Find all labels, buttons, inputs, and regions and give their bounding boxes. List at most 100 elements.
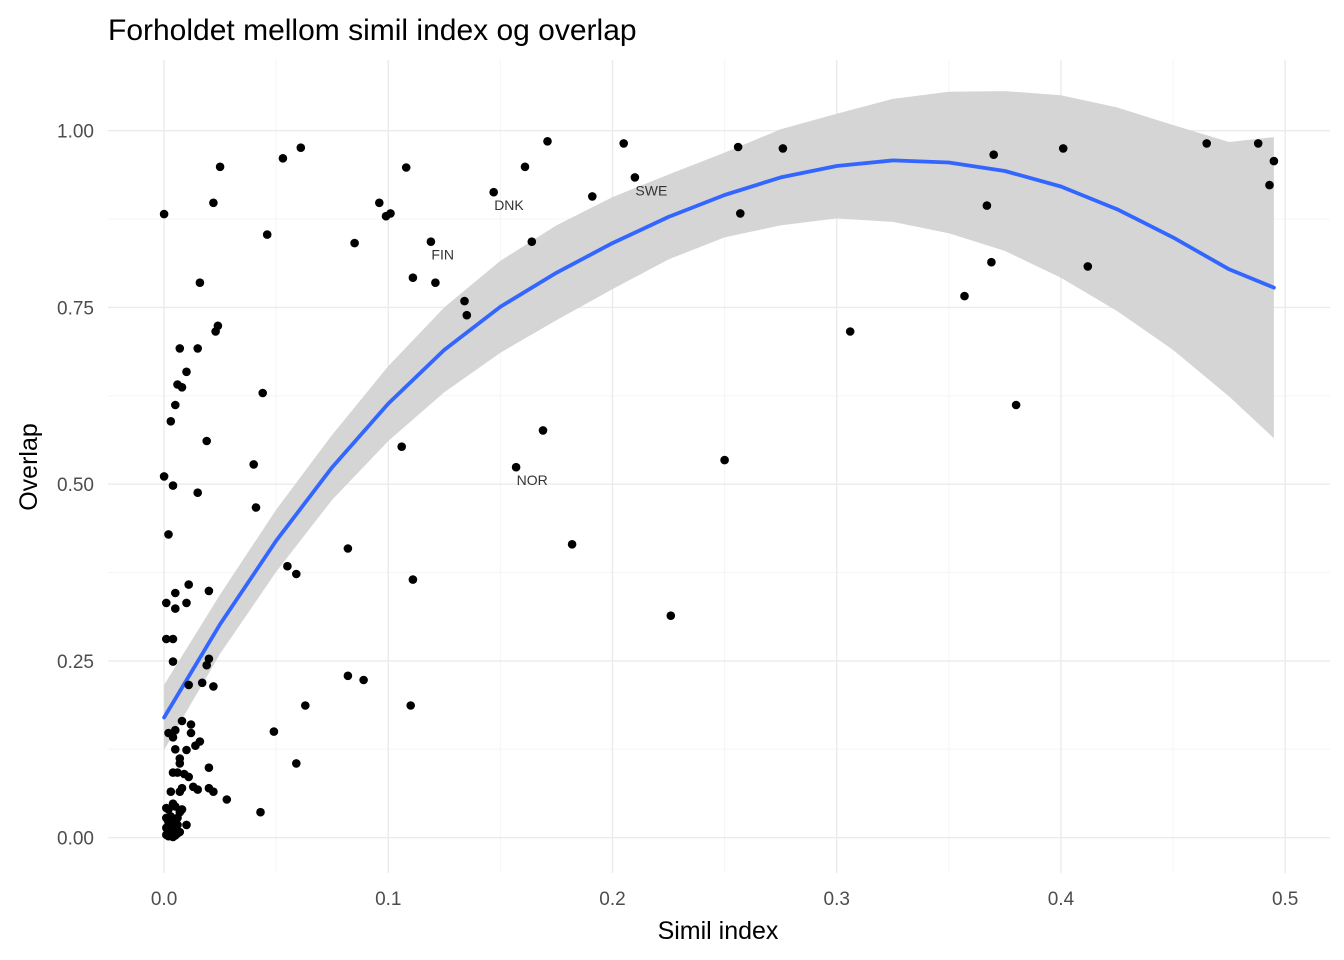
data-point	[215, 162, 225, 172]
data-point	[186, 720, 196, 729]
data-point	[543, 137, 552, 146]
data-point	[296, 143, 306, 152]
data-point	[778, 144, 788, 153]
data-point	[168, 634, 178, 644]
data-point	[960, 291, 969, 301]
data-point	[408, 273, 418, 283]
data-point	[1011, 400, 1021, 410]
confidence-band-layer	[164, 91, 1274, 751]
y-axis-title: Overlap	[15, 423, 43, 511]
chart-title: Forholdet mellom simil index og overlap	[108, 14, 637, 47]
data-point	[168, 768, 178, 777]
data-point	[182, 820, 191, 830]
data-point	[359, 675, 368, 685]
data-point	[209, 682, 218, 691]
x-axis-title: Simil index	[658, 917, 779, 945]
data-point	[175, 827, 185, 837]
data-point	[159, 472, 169, 481]
data-point-dnk	[489, 187, 499, 197]
data-point	[182, 367, 191, 377]
data-point-fin	[426, 237, 436, 246]
data-point	[251, 503, 261, 512]
data-point	[249, 460, 258, 469]
data-point	[193, 344, 202, 353]
data-point	[460, 296, 469, 306]
confidence-band	[164, 91, 1274, 751]
data-point	[987, 257, 996, 267]
data-point	[462, 310, 472, 320]
x-tick-label: 0.0	[151, 889, 177, 910]
data-point	[1265, 180, 1274, 190]
data-point	[209, 198, 218, 208]
point-label-nor: NOR	[517, 472, 548, 488]
data-point	[350, 238, 359, 248]
data-point	[1058, 144, 1068, 153]
data-point	[184, 680, 193, 690]
x-tick-label: 0.1	[375, 889, 401, 910]
data-point	[173, 813, 182, 823]
data-point	[538, 426, 548, 435]
data-point	[222, 795, 232, 804]
point-label-dnk: DNK	[494, 197, 524, 213]
data-point	[166, 417, 176, 426]
data-point	[162, 598, 171, 608]
grid-major	[108, 60, 1330, 873]
data-point	[1269, 156, 1279, 166]
data-point-nor	[511, 462, 521, 472]
data-point	[177, 383, 187, 392]
data-point	[168, 657, 178, 666]
data-point	[386, 209, 395, 218]
data-point	[397, 442, 407, 452]
data-point	[283, 561, 292, 571]
data-point-swe	[630, 173, 640, 182]
data-point	[845, 327, 855, 336]
y-tick-label: 0.25	[57, 652, 94, 673]
data-point	[269, 727, 279, 736]
data-point	[184, 580, 193, 589]
x-axis-ticks: 0.0 0.1 0.2 0.3 0.4 0.5	[151, 889, 1299, 910]
data-point	[186, 728, 196, 738]
data-point	[733, 142, 743, 152]
data-point	[406, 701, 416, 710]
data-point	[278, 154, 288, 163]
data-point	[168, 481, 178, 490]
y-tick-label: 0.50	[57, 475, 94, 496]
point-label-swe: SWE	[635, 182, 667, 198]
data-point	[256, 807, 265, 817]
data-point	[989, 150, 998, 159]
data-point	[408, 575, 418, 584]
x-tick-label: 0.3	[824, 889, 850, 910]
data-point	[209, 787, 218, 796]
data-point	[375, 198, 384, 208]
data-point	[619, 139, 628, 148]
data-point	[171, 725, 180, 735]
data-point	[184, 772, 193, 782]
x-tick-label: 0.2	[599, 889, 625, 910]
data-point	[193, 488, 202, 498]
data-point	[343, 671, 353, 681]
data-point	[191, 741, 200, 750]
plot-area: DNK SWE FIN NOR	[108, 60, 1330, 873]
data-point	[292, 759, 301, 768]
data-point	[173, 820, 182, 830]
data-point	[177, 783, 187, 793]
data-point	[171, 400, 180, 410]
data-point	[204, 763, 214, 772]
data-point	[588, 192, 597, 201]
data-point	[1202, 139, 1211, 148]
data-point	[197, 678, 207, 688]
data-point	[171, 604, 180, 613]
y-tick-label: 0.75	[57, 298, 94, 319]
data-point	[193, 785, 202, 794]
data-point	[177, 805, 187, 814]
data-point	[213, 321, 223, 331]
data-point	[666, 611, 676, 620]
y-axis-ticks: 0.00 0.25 0.50 0.75 1.00	[57, 122, 94, 850]
data-point	[527, 237, 537, 246]
data-point	[1253, 139, 1263, 148]
data-point	[168, 733, 178, 742]
data-point	[301, 701, 310, 710]
data-point	[175, 759, 185, 768]
data-point	[164, 530, 173, 539]
